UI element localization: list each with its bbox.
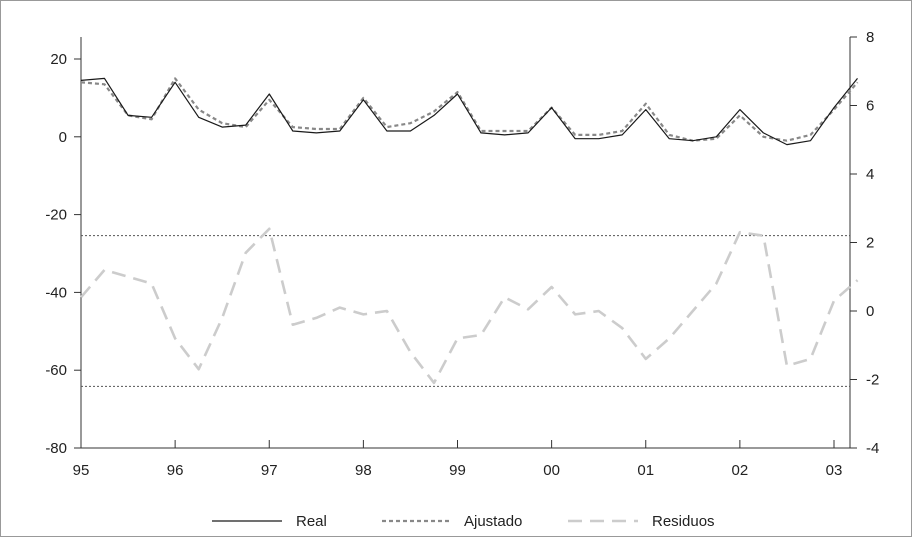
right-tick-label: 2: [866, 235, 874, 252]
x-tick-label: 99: [449, 462, 466, 479]
right-tick-label: 4: [866, 166, 874, 183]
right-tick-label: -2: [866, 372, 879, 389]
x-tick-label: 00: [543, 462, 560, 479]
right-tick-label: 0: [866, 303, 874, 320]
legend: Real Ajustado Residuos: [212, 513, 715, 530]
legend-label-ajustado: Ajustado: [464, 513, 522, 530]
right-tick-label: -4: [866, 440, 879, 457]
left-tick-label: 0: [59, 129, 67, 146]
right-tick-label: 8: [866, 29, 874, 46]
left-tick-label: -80: [45, 440, 67, 457]
x-tick-label: 97: [261, 462, 278, 479]
legend-label-residuos: Residuos: [652, 513, 715, 530]
x-tick-label: 95: [73, 462, 90, 479]
series-line-residuos: [80, 227, 859, 385]
series-lines: [80, 77, 859, 385]
left-tick-label: -20: [45, 207, 67, 224]
x-tick-label: 01: [637, 462, 654, 479]
series-line-ajustado: [80, 77, 859, 142]
x-tick-label: 02: [732, 462, 749, 479]
legend-label-real: Real: [296, 513, 327, 530]
left-tick-label: 20: [50, 51, 67, 68]
series-line-real: [80, 77, 858, 146]
left-tick-label: -40: [45, 284, 67, 301]
x-tick-label: 98: [355, 462, 372, 479]
reference-lines: [81, 235, 850, 387]
right-tick-label: 6: [866, 98, 874, 115]
x-tick-label: 03: [826, 462, 843, 479]
x-tick-label: 96: [167, 462, 184, 479]
left-tick-label: -60: [45, 362, 67, 379]
